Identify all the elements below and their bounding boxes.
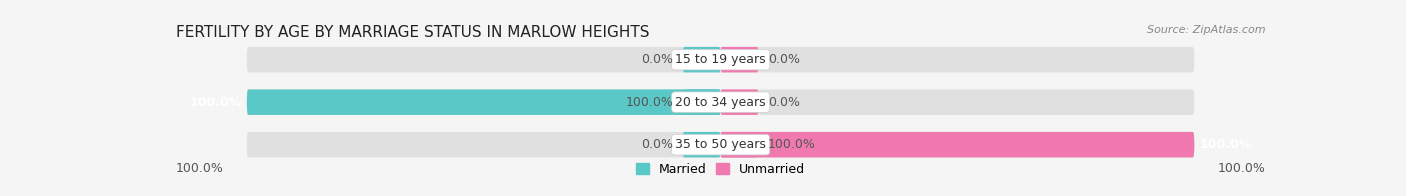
Text: 0.0%: 0.0% <box>768 96 800 109</box>
Text: Source: ZipAtlas.com: Source: ZipAtlas.com <box>1147 25 1265 35</box>
Text: 15 to 19 years: 15 to 19 years <box>675 53 766 66</box>
Text: 100.0%: 100.0% <box>1199 138 1251 151</box>
FancyBboxPatch shape <box>721 47 758 72</box>
Legend: Married, Unmarried: Married, Unmarried <box>636 163 806 176</box>
Text: 100.0%: 100.0% <box>768 138 815 151</box>
Text: 0.0%: 0.0% <box>641 53 673 66</box>
Text: 0.0%: 0.0% <box>641 138 673 151</box>
FancyBboxPatch shape <box>247 89 1194 115</box>
FancyBboxPatch shape <box>683 89 721 115</box>
Text: FERTILITY BY AGE BY MARRIAGE STATUS IN MARLOW HEIGHTS: FERTILITY BY AGE BY MARRIAGE STATUS IN M… <box>176 25 650 40</box>
Text: 100.0%: 100.0% <box>190 96 242 109</box>
Text: 100.0%: 100.0% <box>626 96 673 109</box>
Text: 100.0%: 100.0% <box>1218 162 1265 175</box>
Text: 35 to 50 years: 35 to 50 years <box>675 138 766 151</box>
FancyBboxPatch shape <box>247 132 1194 157</box>
FancyBboxPatch shape <box>683 47 721 72</box>
FancyBboxPatch shape <box>247 89 721 115</box>
FancyBboxPatch shape <box>683 132 721 157</box>
FancyBboxPatch shape <box>247 47 1194 72</box>
Text: 0.0%: 0.0% <box>768 53 800 66</box>
Text: 100.0%: 100.0% <box>176 162 224 175</box>
FancyBboxPatch shape <box>721 89 758 115</box>
FancyBboxPatch shape <box>721 132 1194 157</box>
Text: 20 to 34 years: 20 to 34 years <box>675 96 766 109</box>
FancyBboxPatch shape <box>721 132 758 157</box>
